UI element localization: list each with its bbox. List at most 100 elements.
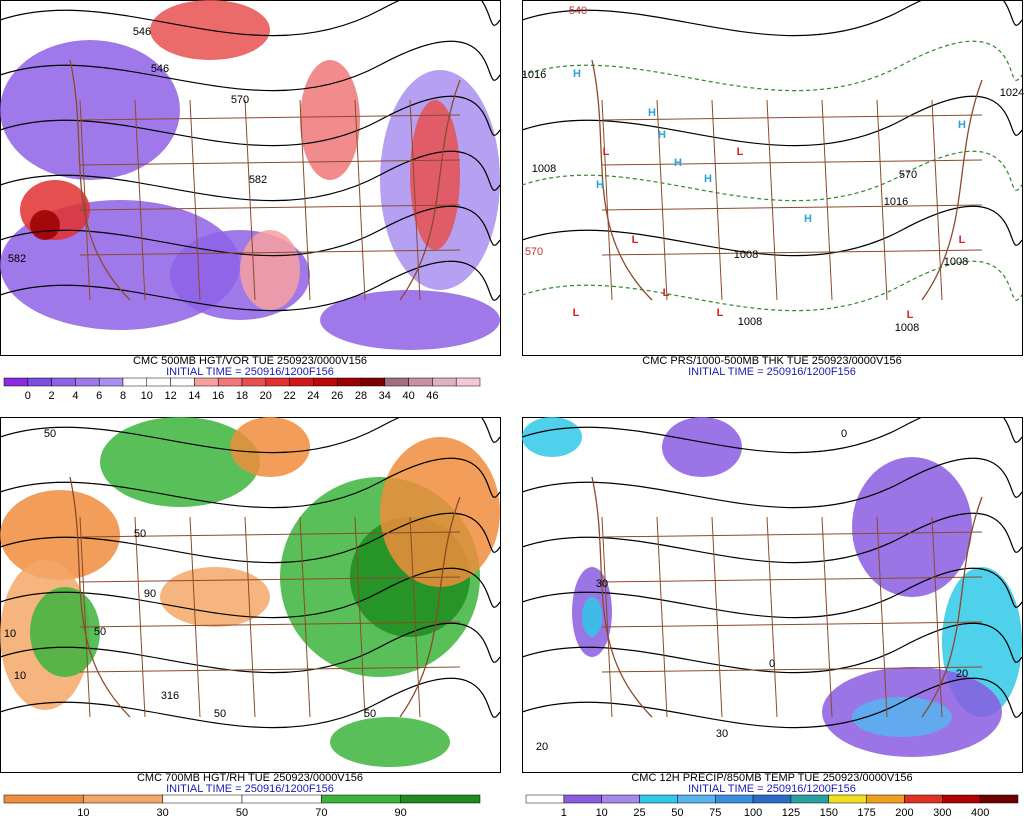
contour-label: 30 [716, 728, 728, 740]
map-field [852, 697, 952, 737]
pressure-center: H [704, 173, 712, 185]
map-field [230, 417, 310, 477]
state-line [821, 99, 833, 301]
colorbar-label: 50 [671, 807, 683, 819]
colorbar-swatch [321, 794, 401, 804]
colorbar-swatch [400, 794, 481, 804]
contour [0, 150, 501, 202]
contour-label: 570 [899, 169, 917, 181]
coast-line [69, 476, 461, 718]
contour-label: 1008 [738, 316, 762, 328]
colorbar-label: 10 [141, 390, 153, 402]
state-line [601, 516, 613, 718]
panel: 546 546 570 582 582 CMC 500MB HGT/VOR TUE 250… [0, 0, 501, 402]
colorbar-label: 2 [49, 390, 55, 402]
map-field [330, 717, 450, 767]
map-field [30, 587, 100, 677]
contour-label: 570 [231, 94, 249, 106]
colorbar-swatch [866, 794, 905, 804]
colorbar-label: 50 [236, 807, 248, 819]
contour [0, 417, 501, 454]
colorbar-label: 46 [426, 390, 438, 402]
colorbar-label: 25 [633, 807, 645, 819]
map-background [522, 0, 1023, 356]
map-field [30, 210, 60, 240]
contour [522, 567, 1023, 619]
contour-label: 0 [769, 658, 775, 670]
contour [522, 677, 1023, 729]
map-field [100, 417, 260, 507]
state-line [79, 114, 461, 121]
initial-time: INITIAL TIME = 250916/1200F156 [166, 366, 334, 378]
colorbar-label: 400 [971, 807, 989, 819]
map-title: CMC 500MB HGT/VOR TUE 250923/0000V156 [133, 355, 367, 367]
colorbar-label: 10 [596, 807, 608, 819]
colorbar-label: 75 [709, 807, 721, 819]
state-line [601, 159, 983, 166]
state-line [601, 249, 983, 256]
contour [522, 260, 1023, 312]
state-line [299, 516, 311, 718]
map-field [662, 417, 742, 477]
colorbar-label: 200 [895, 807, 913, 819]
contour [522, 0, 1023, 37]
state-line [766, 99, 778, 301]
colorbar-label: 30 [157, 807, 169, 819]
colorbar-swatch [75, 377, 100, 387]
pressure-center: L [737, 146, 744, 158]
colorbar-label: 6 [96, 390, 102, 402]
state-line [711, 516, 723, 718]
state-line [876, 99, 888, 301]
pressure-center: H [658, 129, 666, 141]
state-line [79, 621, 461, 628]
colorbar-label: 150 [820, 807, 838, 819]
state-line [134, 99, 146, 301]
colorbar-label: 14 [188, 390, 200, 402]
map-field [0, 40, 180, 180]
contour-label: 90 [144, 588, 156, 600]
state-line [79, 516, 91, 718]
map-field [522, 417, 582, 457]
colorbar-label: 70 [315, 807, 327, 819]
contour-label: 1016 [522, 69, 546, 81]
colorbar-swatch [146, 377, 171, 387]
state-line [711, 99, 723, 301]
state-line [79, 249, 461, 256]
colorbar-label: 4 [72, 390, 78, 402]
contour [522, 95, 1023, 147]
colorbar-swatch [384, 377, 409, 387]
colorbar-swatch [904, 794, 943, 804]
contour-label: 30 [596, 578, 608, 590]
colorbar-swatch [828, 794, 867, 804]
state-line [601, 666, 983, 673]
contour [522, 622, 1023, 674]
panel: 50 50 90 10 10 50 50 316 50 CMC 700MB HGT/RH TUE … [0, 417, 501, 819]
colorbar-label: 22 [283, 390, 295, 402]
colorbar-swatch [217, 377, 243, 387]
state-line [601, 621, 983, 628]
contour-label: 50 [94, 626, 106, 638]
state-line [601, 576, 983, 583]
contour [0, 567, 501, 619]
colorbar-label: 300 [933, 807, 951, 819]
state-line [79, 576, 461, 583]
colorbar-swatch [455, 377, 481, 387]
state-line [244, 99, 256, 301]
colorbar-swatch [313, 377, 338, 387]
contour [0, 205, 501, 257]
state-line [79, 666, 461, 673]
colorbar-swatch [98, 377, 124, 387]
state-line [354, 99, 366, 301]
colorbar-label: 125 [782, 807, 800, 819]
contour-label: 570 [525, 246, 543, 258]
contour-label: 0 [841, 428, 847, 440]
colorbar-label: 90 [395, 807, 407, 819]
state-line [354, 516, 366, 718]
pressure-center: L [603, 146, 610, 158]
pressure-center: H [958, 119, 966, 131]
contour-label: 20 [536, 741, 548, 753]
colorbar-label: 8 [120, 390, 126, 402]
colorbar-swatch [170, 377, 195, 387]
colorbar-swatch [122, 377, 148, 387]
map-field [0, 490, 120, 580]
